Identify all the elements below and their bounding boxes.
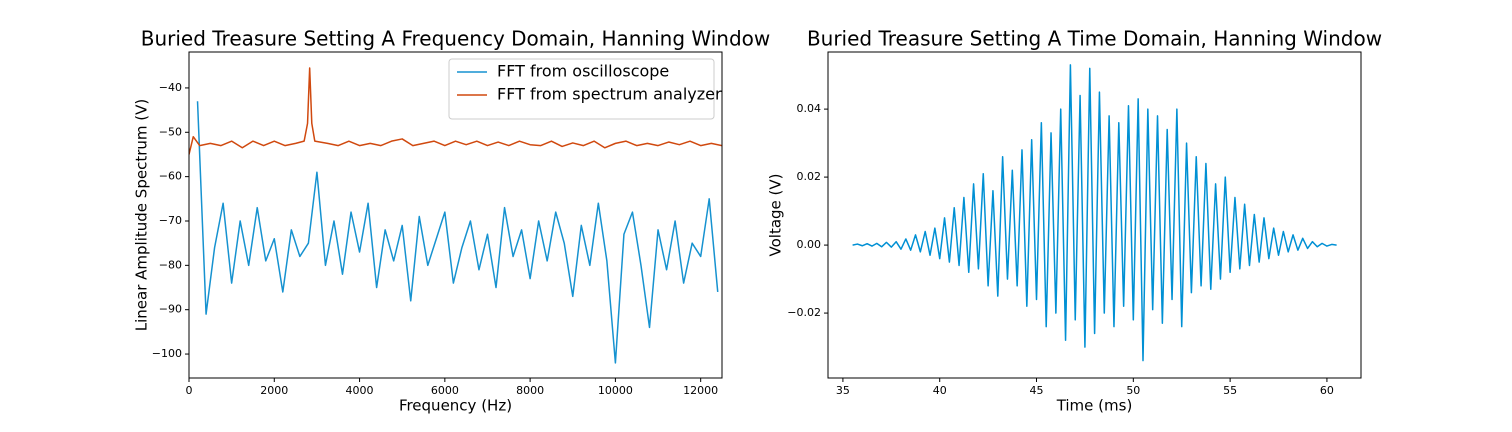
chart-title: Buried Treasure Setting A Frequency Doma… [141,27,771,51]
y-tick-label: 0.00 [797,238,822,251]
axes-frame [827,51,1362,379]
y-tick-label: −90 [159,303,182,316]
axes-frame [188,51,723,379]
x-tick-label: 60 [1320,384,1334,397]
x-tick-label: 6000 [431,384,459,397]
x-tick-label: 55 [1223,384,1237,397]
y-tick-label: −60 [159,170,182,183]
chart-title: Buried Treasure Setting A Time Domain, H… [807,27,1382,51]
y-tick-label: 0.02 [797,170,822,183]
x-tick-label: 50 [1126,384,1140,397]
x-tick-label: 4000 [346,384,374,397]
x-tick-label: 45 [1030,384,1044,397]
legend-box [448,58,715,120]
data-line [852,64,1337,362]
x-tick-label: 2000 [260,384,288,397]
y-tick-label: −50 [159,125,182,138]
legend-label: FFT from spectrum analyzer [497,85,722,104]
x-tick-label: 35 [836,384,850,397]
x-tick-label: 10000 [598,384,633,397]
legend-label: FFT from oscilloscope [497,62,669,81]
x-axis-label: Frequency (Hz) [399,397,512,415]
x-axis-label: Time (ms) [1056,397,1133,415]
y-tick-label: −0.02 [787,306,821,319]
x-tick-label: 40 [933,384,947,397]
x-tick-label: 8000 [516,384,544,397]
data-line [189,67,722,155]
y-tick-label: 0.04 [797,102,822,115]
x-tick-label: 0 [186,384,193,397]
x-tick-label: 12000 [683,384,718,397]
y-tick-label: −70 [159,214,182,227]
y-tick-label: −80 [159,258,182,271]
y-tick-label: −40 [159,81,182,94]
y-axis-label: Voltage (V) [767,174,785,257]
y-axis-label: Linear Amplitude Spectrum (V) [133,99,151,331]
data-line [196,101,719,364]
y-tick-label: −100 [152,347,182,360]
